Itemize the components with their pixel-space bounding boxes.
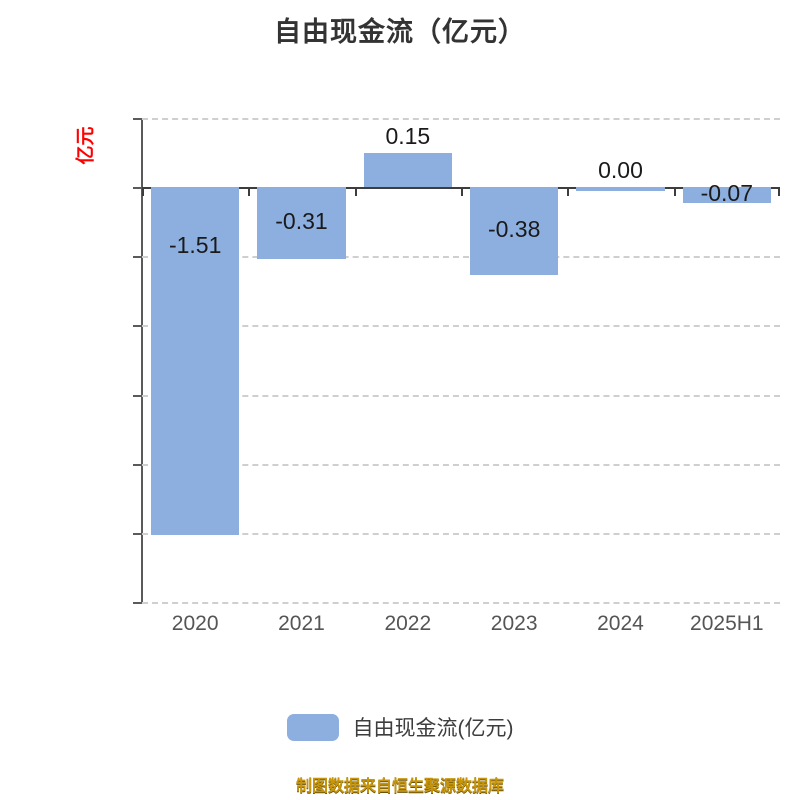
footer-source-shadow: 制图数据来自恒生聚源数据库 bbox=[295, 779, 504, 796]
y-axis-tick bbox=[133, 187, 142, 190]
gridline bbox=[142, 118, 780, 120]
y-axis-tick bbox=[133, 325, 142, 328]
x-axis-label-2024: 2024 bbox=[597, 612, 644, 635]
gridline bbox=[142, 325, 780, 328]
x-axis-tick bbox=[142, 187, 144, 197]
plot-area bbox=[133, 118, 780, 604]
bar-2023[interactable] bbox=[470, 187, 559, 275]
x-axis-label-2022: 2022 bbox=[384, 612, 432, 635]
footer-source-text: 制图数据来自恒生聚源数据库 bbox=[295, 778, 504, 795]
gridline bbox=[142, 256, 780, 259]
y-axis-line bbox=[141, 118, 143, 602]
x-axis-label-2020: 2020 bbox=[171, 612, 219, 635]
bar-2020[interactable] bbox=[151, 187, 240, 536]
gridline bbox=[142, 394, 780, 397]
bar-2022[interactable] bbox=[363, 152, 452, 188]
y-axis-tick bbox=[133, 463, 142, 466]
x-axis-tick bbox=[673, 187, 676, 197]
legend-label-free-cash-flow: 自由现金流(亿元) bbox=[352, 717, 514, 740]
x-axis-tick bbox=[248, 187, 251, 197]
bar-value-label-2021: -0.31 bbox=[275, 207, 328, 234]
chart-legend: 自由现金流(亿元) bbox=[0, 712, 800, 742]
bar-2024[interactable] bbox=[576, 187, 665, 192]
bar-value-label-2025H1: -0.07 bbox=[700, 180, 754, 207]
x-axis-label-2025H1: 2025H1 bbox=[690, 612, 764, 635]
bar-value-label-2024: 0.00 bbox=[598, 157, 643, 184]
bar-2025H1[interactable] bbox=[682, 187, 771, 204]
y-axis-tick bbox=[133, 118, 142, 120]
y-axis-tick bbox=[133, 256, 142, 259]
x-axis-tick bbox=[778, 187, 780, 197]
bar-2021[interactable] bbox=[257, 187, 346, 259]
x-axis-label-2021: 2021 bbox=[278, 612, 325, 635]
bar-value-label-2023: -0.38 bbox=[487, 215, 541, 242]
x-axis-tick bbox=[354, 187, 357, 197]
bar-value-label-2022: 0.15 bbox=[385, 122, 431, 149]
gridline bbox=[142, 463, 780, 466]
y-axis-tick bbox=[133, 602, 142, 604]
chart-title: 自由现金流（亿元） bbox=[274, 17, 526, 47]
gridline bbox=[142, 602, 780, 604]
y-axis-title: 亿元 bbox=[75, 126, 97, 165]
x-axis-label-2023: 2023 bbox=[490, 612, 538, 635]
bar-value-label-2020: -1.51 bbox=[168, 232, 222, 259]
x-axis-tick bbox=[461, 187, 463, 197]
y-axis-tick bbox=[133, 532, 142, 535]
legend-swatch-free-cash-flow bbox=[286, 713, 339, 741]
gridline bbox=[142, 532, 780, 535]
y-axis-tick bbox=[133, 394, 142, 397]
x-axis-tick bbox=[567, 187, 570, 197]
